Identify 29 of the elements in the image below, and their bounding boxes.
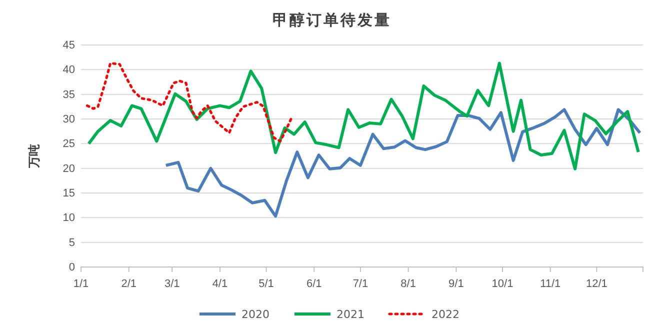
x-tick-label: 4/1 [212, 278, 228, 290]
x-tick-label: 1/1 [73, 278, 89, 290]
legend-label: 2021 [336, 308, 364, 321]
x-tick-label: 5/1 [258, 278, 274, 290]
x-tick-label: 6/1 [306, 278, 322, 290]
y-tick-label: 15 [62, 188, 75, 200]
y-tick-label: 40 [62, 64, 75, 76]
x-tick-label: 7/1 [352, 278, 368, 290]
x-tick-label: 9/1 [448, 278, 464, 290]
y-tick-label: 0 [68, 262, 75, 274]
legend-label: 2022 [432, 308, 460, 321]
line-series [87, 62, 640, 170]
y-tick-label: 45 [62, 40, 75, 52]
x-tick-label: 10/1 [492, 278, 514, 290]
x-tick-label: 12/1 [586, 278, 608, 290]
y-tick-label: 20 [62, 162, 75, 175]
x-tick-label: 2/1 [121, 278, 137, 290]
chart-title: 甲醇订单待发量 [272, 11, 392, 29]
legend-label: 2020 [242, 308, 270, 321]
x-tick-label: 8/1 [400, 278, 416, 290]
y-tick-label: 35 [62, 88, 75, 101]
y-tick-label: 10 [62, 212, 75, 224]
y-axis-title: 万吨 [27, 144, 41, 169]
x-tick-label: 3/1 [164, 278, 180, 290]
y-tick-label: 30 [62, 114, 75, 126]
y-tick-label: 25 [62, 138, 75, 150]
x-tick-label: 11/1 [540, 278, 561, 290]
line-series [86, 62, 294, 142]
y-tick-label: 5 [68, 236, 75, 249]
